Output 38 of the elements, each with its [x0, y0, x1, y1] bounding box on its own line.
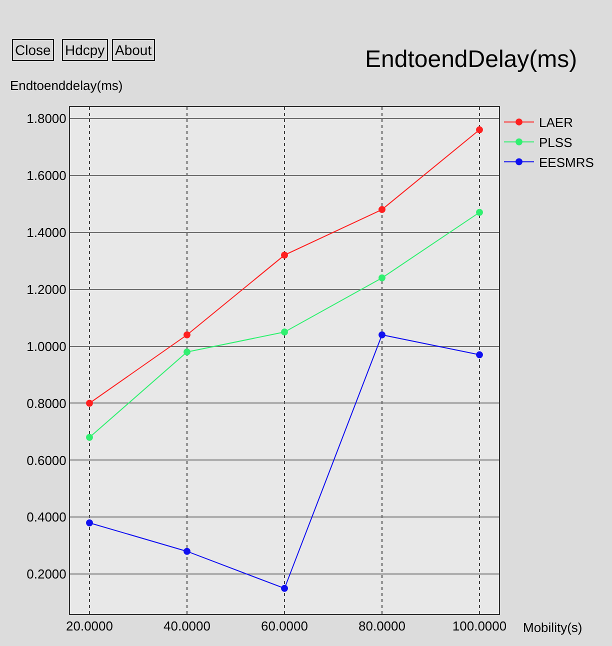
point	[476, 126, 483, 134]
point	[184, 348, 190, 356]
y-tick-label: 0.2000	[26, 566, 66, 582]
x-tick-label: 20.0000	[66, 618, 113, 634]
y-tick-label: 1.2000	[26, 282, 66, 297]
y-tick-label: 0.4000	[26, 510, 66, 525]
point	[184, 548, 190, 555]
point	[378, 206, 386, 214]
text: Close	[15, 42, 52, 58]
point	[476, 351, 483, 358]
point	[476, 208, 483, 216]
point	[281, 252, 288, 259]
point	[184, 331, 190, 338]
legend-label: PLSS	[539, 134, 573, 150]
point	[281, 328, 288, 336]
text: About	[115, 42, 152, 58]
legend-label: EESMRS	[539, 154, 594, 170]
y-tick-label: 1.4000	[26, 224, 66, 240]
legend-label: LAER	[539, 115, 573, 130]
point	[281, 584, 288, 592]
y-tick-label: 1.6000	[26, 168, 66, 183]
point	[378, 274, 386, 282]
x-tick-label: 80.0000	[358, 618, 406, 634]
x-tick-label: 40.0000	[164, 618, 210, 634]
point	[86, 519, 93, 526]
point	[86, 434, 93, 441]
x-tick-label: 100.0000	[452, 618, 507, 634]
y-tick-label: 0.6000	[26, 452, 66, 468]
x-tick-label: 60.0000	[261, 618, 308, 634]
text: Hdcpy	[65, 42, 105, 58]
point	[86, 400, 93, 407]
y-tick-label: 1.8000	[26, 110, 66, 126]
y-axis-title: Endtoenddelay(ms)	[10, 78, 123, 93]
point	[378, 331, 386, 338]
chart-title: EndtoendDelay(ms)	[365, 46, 578, 73]
x-axis-title: Mobility(s)	[523, 620, 582, 635]
y-tick-label: 0.8000	[26, 396, 66, 411]
y-tick-label: 1.0000	[26, 338, 66, 354]
